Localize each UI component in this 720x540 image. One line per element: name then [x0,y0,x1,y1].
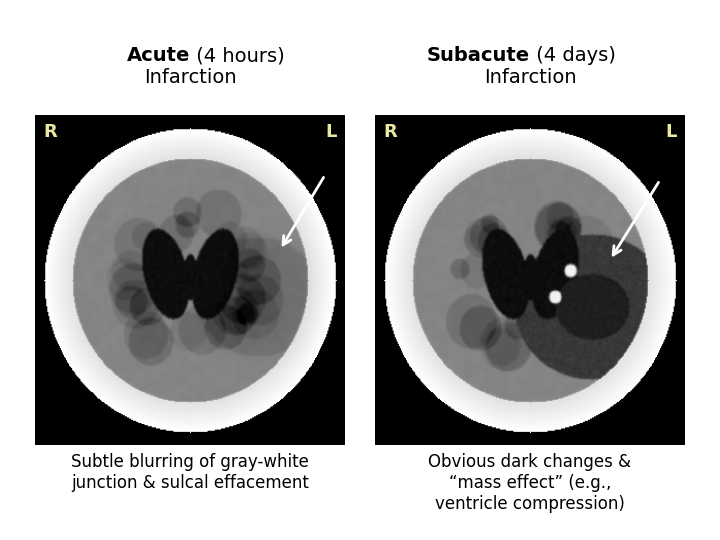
Text: L: L [325,123,337,141]
Text: Subacute: Subacute [427,46,530,65]
Text: Subtle blurring of gray-white
junction & sulcal effacement: Subtle blurring of gray-white junction &… [71,453,309,492]
Text: Acute: Acute [127,46,190,65]
Text: Infarction: Infarction [144,68,236,87]
Text: Obvious dark changes &
“mass effect” (e.g.,
ventricle compression): Obvious dark changes & “mass effect” (e.… [428,453,631,512]
Text: L: L [665,123,677,141]
Text: (4 days): (4 days) [530,46,616,65]
Text: R: R [383,123,397,141]
Text: Infarction: Infarction [484,68,576,87]
Text: R: R [43,123,57,141]
Text: (4 hours): (4 hours) [190,46,284,65]
